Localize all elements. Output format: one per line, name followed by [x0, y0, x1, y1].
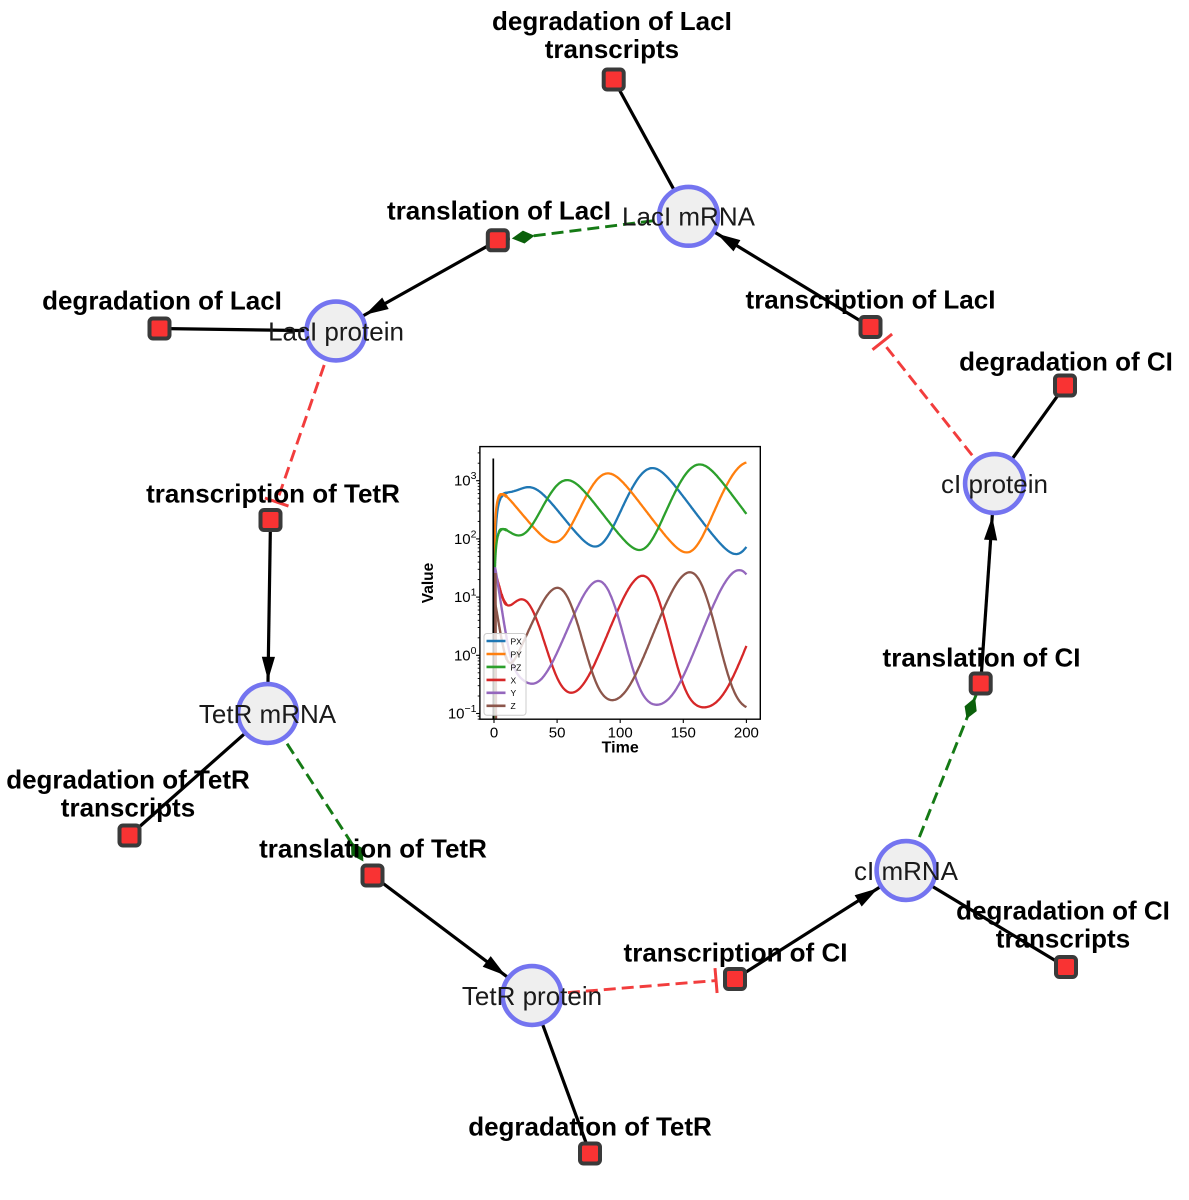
svg-text:PZ: PZ — [511, 662, 522, 672]
svg-text:degradation of TetR: degradation of TetR — [468, 1112, 712, 1142]
svg-text:degradation of LacI: degradation of LacI — [42, 286, 282, 316]
svg-text:200: 200 — [734, 725, 759, 742]
svg-text:150: 150 — [671, 725, 696, 742]
svg-text:transcripts: transcripts — [996, 924, 1130, 954]
svg-text:cI mRNA: cI mRNA — [854, 856, 959, 886]
svg-text:50: 50 — [549, 725, 566, 742]
svg-text:TetR mRNA: TetR mRNA — [199, 699, 337, 729]
svg-text:degradation of LacI: degradation of LacI — [492, 6, 732, 36]
svg-text:Z: Z — [511, 701, 516, 711]
svg-text:100: 100 — [608, 725, 633, 742]
svg-text:degradation of CI: degradation of CI — [956, 896, 1170, 926]
svg-text:transcription of LacI: transcription of LacI — [746, 285, 996, 315]
svg-text:Value: Value — [420, 562, 437, 603]
svg-text:translation of TetR: translation of TetR — [259, 834, 487, 864]
svg-text:cI protein: cI protein — [941, 469, 1048, 499]
svg-text:transcription of CI: transcription of CI — [624, 938, 848, 968]
svg-text:X: X — [511, 675, 517, 685]
svg-text:Y: Y — [511, 688, 517, 698]
svg-text:Time: Time — [602, 740, 639, 757]
svg-text:TetR protein: TetR protein — [462, 981, 602, 1011]
svg-text:transcription of TetR: transcription of TetR — [146, 479, 400, 509]
svg-text:degradation of TetR: degradation of TetR — [6, 765, 250, 795]
svg-text:PX: PX — [511, 636, 523, 646]
svg-text:0: 0 — [490, 725, 498, 742]
svg-text:translation of CI: translation of CI — [883, 643, 1081, 673]
svg-text:LacI protein: LacI protein — [268, 316, 404, 346]
svg-text:degradation of CI: degradation of CI — [959, 347, 1173, 377]
svg-text:translation of LacI: translation of LacI — [387, 196, 611, 226]
svg-text:LacI mRNA: LacI mRNA — [622, 202, 756, 232]
svg-text:transcripts: transcripts — [545, 34, 679, 64]
svg-text:transcripts: transcripts — [61, 793, 195, 823]
svg-text:PY: PY — [511, 649, 523, 659]
